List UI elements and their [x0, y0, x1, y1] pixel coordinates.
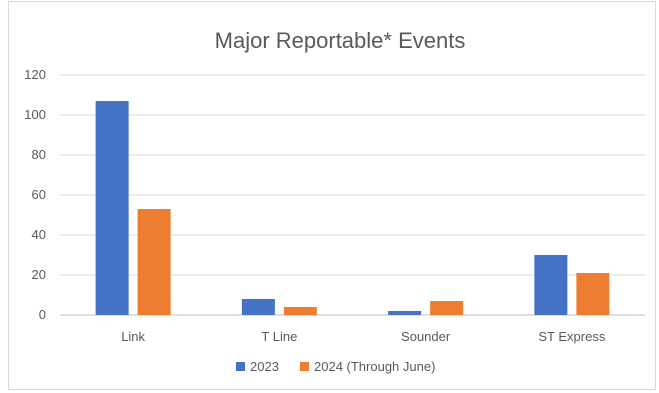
y-tick-label: 120: [24, 67, 46, 82]
bar-series2-st-express: [576, 273, 610, 315]
chart-title: Major Reportable* Events: [215, 28, 466, 53]
bar-series2-t-line: [283, 307, 317, 315]
y-axis: 0 20 40 60 80 100 120: [24, 67, 46, 322]
x-tick-label: Link: [121, 329, 145, 344]
y-tick-label: 0: [39, 307, 46, 322]
legend: 2023 2024 (Through June): [236, 359, 435, 374]
x-tick-label: T Line: [261, 329, 297, 344]
x-tick-label: ST Express: [538, 329, 605, 344]
bar-series2-sounder: [430, 301, 464, 315]
bar-series1-sounder: [388, 311, 422, 315]
legend-label: 2023: [250, 359, 279, 374]
y-tick-label: 100: [24, 107, 46, 122]
bar-series1-link: [95, 101, 129, 315]
x-tick-label: Sounder: [401, 329, 451, 344]
x-axis: Link T Line Sounder ST Express: [121, 329, 606, 344]
legend-label: 2024 (Through June): [314, 359, 435, 374]
bar-series2-link: [137, 209, 171, 315]
bars: [95, 101, 610, 315]
bar-series1-st-express: [534, 255, 568, 315]
legend-swatch: [300, 362, 309, 371]
y-tick-label: 80: [32, 147, 46, 162]
legend-swatch: [236, 362, 245, 371]
y-tick-label: 60: [32, 187, 46, 202]
y-tick-label: 20: [32, 267, 46, 282]
y-tick-label: 40: [32, 227, 46, 242]
bar-series1-t-line: [241, 299, 275, 315]
